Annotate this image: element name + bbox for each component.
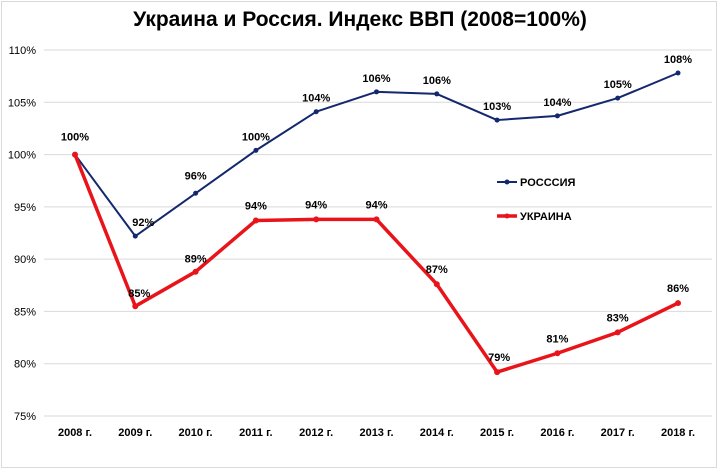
data-label: 89% — [185, 254, 207, 266]
data-point — [554, 350, 561, 357]
data-label: 106% — [423, 75, 451, 87]
data-label: 100% — [242, 131, 270, 143]
x-tick-label: 2018 г. — [661, 427, 695, 439]
data-point — [193, 190, 199, 196]
x-tick-label: 2015 г. — [480, 427, 514, 439]
data-label: 104% — [543, 97, 571, 109]
data-label: 103% — [483, 101, 511, 113]
x-tick-label: 2016 г. — [540, 427, 574, 439]
data-label: 83% — [607, 312, 629, 324]
data-point — [675, 300, 681, 307]
y-tick-label: 90% — [14, 254, 36, 266]
data-point — [313, 109, 319, 115]
data-point — [253, 147, 259, 153]
data-label: 108% — [664, 54, 692, 66]
data-label: 81% — [546, 333, 568, 345]
x-tick-label: 2013 г. — [359, 427, 393, 439]
y-tick-label: 105% — [8, 97, 36, 109]
data-label: 100% — [61, 132, 89, 144]
x-tick-label: 2014 г. — [420, 427, 454, 439]
data-label: 106% — [362, 73, 390, 85]
series-line-ukraine — [73, 153, 679, 374]
data-point — [675, 70, 681, 76]
y-tick-label: 100% — [8, 150, 36, 162]
data-point — [554, 113, 560, 119]
data-label: 94% — [365, 199, 387, 211]
data-label: 105% — [604, 79, 632, 91]
data-label: 79% — [488, 352, 510, 364]
x-tick-label: 2010 г. — [179, 427, 213, 439]
data-point — [434, 91, 440, 97]
data-label: 87% — [426, 264, 448, 276]
data-point — [252, 217, 259, 224]
y-tick-label: 80% — [14, 359, 36, 371]
x-tick-label: 2008 г. — [58, 427, 92, 439]
data-point — [132, 233, 138, 239]
data-label: 104% — [302, 93, 330, 105]
legend-marker — [504, 179, 510, 185]
y-tick-label: 110% — [9, 45, 37, 57]
data-point — [494, 369, 501, 376]
data-label: 94% — [245, 200, 267, 212]
data-point — [192, 268, 199, 275]
data-point — [374, 89, 379, 95]
y-tick-label: 95% — [14, 202, 36, 214]
data-point — [494, 117, 500, 123]
x-tick-label: 2012 г. — [299, 427, 333, 439]
legend-label: УКРАИНА — [520, 211, 572, 223]
data-point — [615, 95, 621, 101]
y-tick-label: 85% — [14, 306, 36, 318]
data-point — [313, 216, 320, 223]
y-tick-label: 75% — [14, 411, 36, 423]
data-label: 94% — [305, 199, 327, 211]
data-point — [373, 216, 380, 223]
data-point — [433, 281, 440, 288]
data-point — [72, 151, 78, 158]
data-point — [614, 329, 621, 336]
x-tick-label: 2017 г. — [601, 427, 635, 439]
legend-label: РОССCИЯ — [520, 177, 575, 189]
data-label: 96% — [185, 170, 207, 182]
chart-title: Украина и Россия. Индекс ВВП (2008=100%) — [133, 8, 587, 31]
x-tick-label: 2009 г. — [118, 427, 152, 439]
data-label: 92% — [132, 217, 154, 229]
data-label: 86% — [667, 283, 689, 295]
x-tick-label: 2011 г. — [239, 427, 272, 439]
legend-marker — [504, 213, 510, 219]
data-point — [132, 303, 139, 310]
data-label: 85% — [128, 288, 150, 300]
